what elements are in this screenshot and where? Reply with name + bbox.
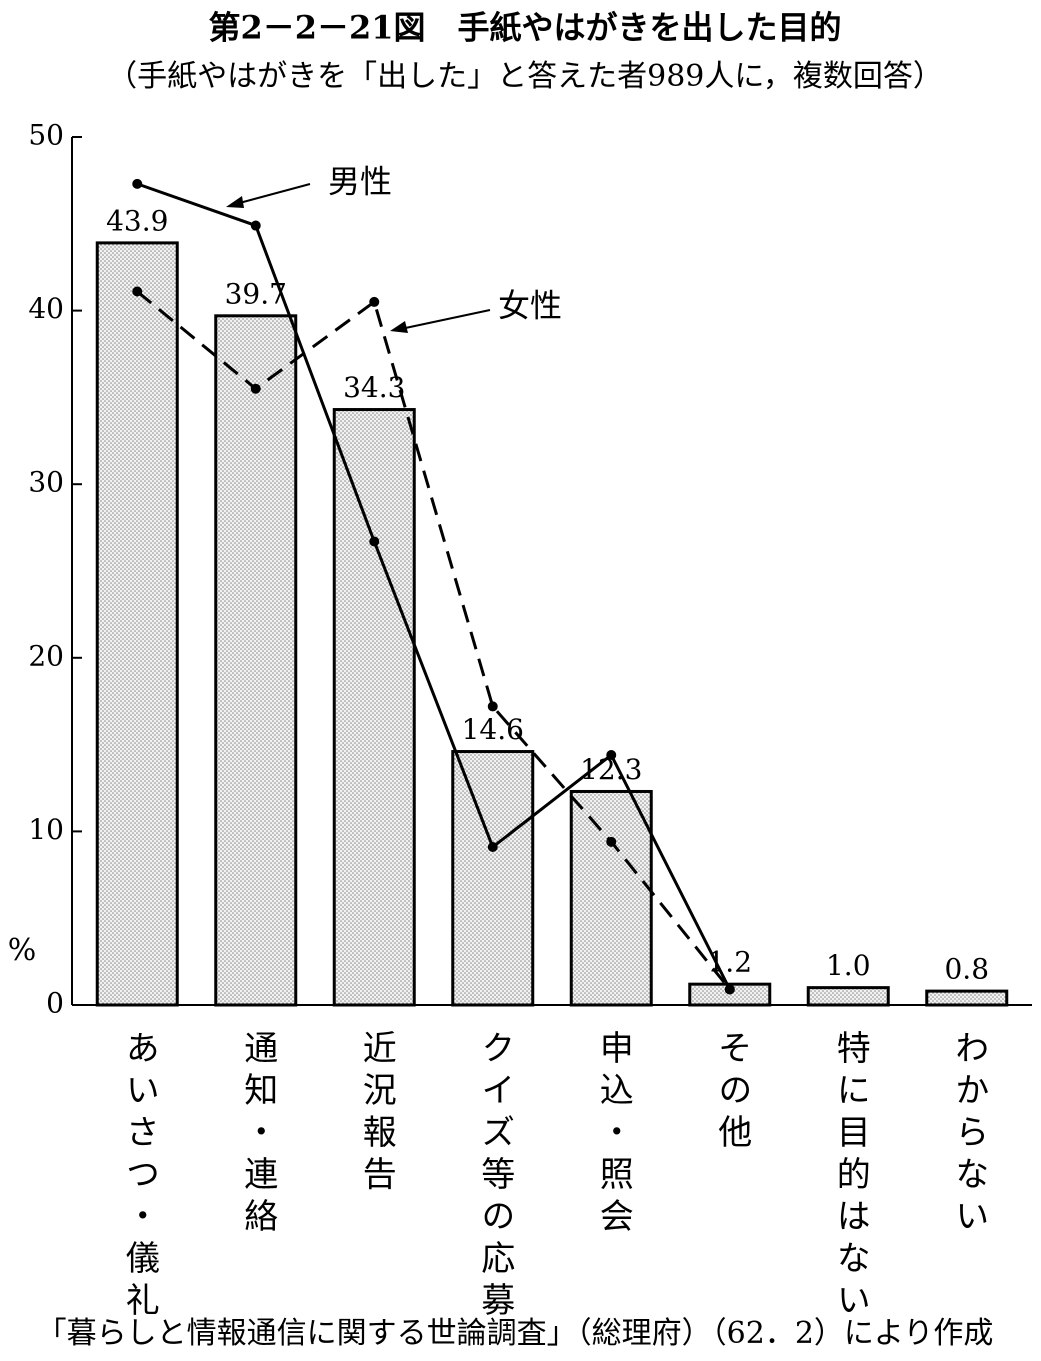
value-label: 14.6	[462, 713, 524, 746]
series-point	[724, 984, 735, 995]
annotation-arrow	[395, 309, 491, 331]
y-tick-label: 40	[28, 292, 64, 325]
bar	[451, 750, 535, 1007]
series-point	[487, 842, 498, 853]
value-label: 1.2	[707, 946, 752, 979]
series-point	[487, 701, 498, 712]
chart-title: 第2－2－21図 手紙やはがきを出した目的	[208, 9, 841, 47]
bar	[569, 789, 653, 1007]
legend-label: 女性	[498, 287, 562, 325]
bar	[925, 989, 1009, 1007]
annotation-arrow	[231, 183, 311, 206]
x-tick-label: 通知・連絡	[238, 1030, 278, 1240]
y-tick-label: 20	[28, 639, 64, 672]
bar	[95, 241, 179, 1007]
value-label: 1.0	[826, 949, 871, 982]
series-point	[369, 296, 380, 307]
x-tick-label: その他	[712, 1030, 752, 1156]
series-line	[136, 290, 731, 991]
x-tick-label: 近況報告	[356, 1030, 396, 1198]
x-tick-label: 申込・照会	[593, 1030, 633, 1240]
series-point	[606, 836, 617, 847]
y-tick-label: 10	[28, 813, 64, 846]
series-point	[132, 286, 143, 297]
x-tick-label: わからない	[949, 1030, 989, 1240]
y-tick-label: 30	[28, 466, 64, 499]
value-label: 0.8	[944, 953, 989, 986]
x-tick-label: あいさつ・儀礼	[119, 1030, 159, 1324]
y-tick-label: 0	[46, 987, 64, 1020]
series-point	[132, 178, 143, 189]
series-point	[369, 536, 380, 547]
series-point	[250, 383, 261, 394]
legend-label: 男性	[328, 163, 392, 201]
bar	[806, 986, 890, 1007]
series-point	[606, 750, 617, 761]
bar	[688, 982, 772, 1007]
x-tick-label: クイズ等の応募	[475, 1030, 515, 1324]
value-label: 43.9	[106, 204, 168, 237]
bar	[214, 314, 298, 1007]
annotation-arrowhead	[390, 321, 408, 333]
y-tick-label: 50	[28, 119, 64, 152]
chart-subtitle: （手紙やはがきを「出した」と答えた者989人に，複数回答）	[107, 59, 943, 94]
bar	[332, 408, 416, 1007]
series-line	[136, 182, 732, 991]
y-axis-label: %	[8, 933, 37, 968]
x-tick-label: 特に目的はない	[830, 1030, 870, 1324]
source-note: 「暮らしと情報通信に関する世論調査」（総理府）（62．2）により作成	[37, 1316, 994, 1351]
annotation-arrowhead	[226, 196, 244, 208]
series-point	[250, 220, 261, 231]
